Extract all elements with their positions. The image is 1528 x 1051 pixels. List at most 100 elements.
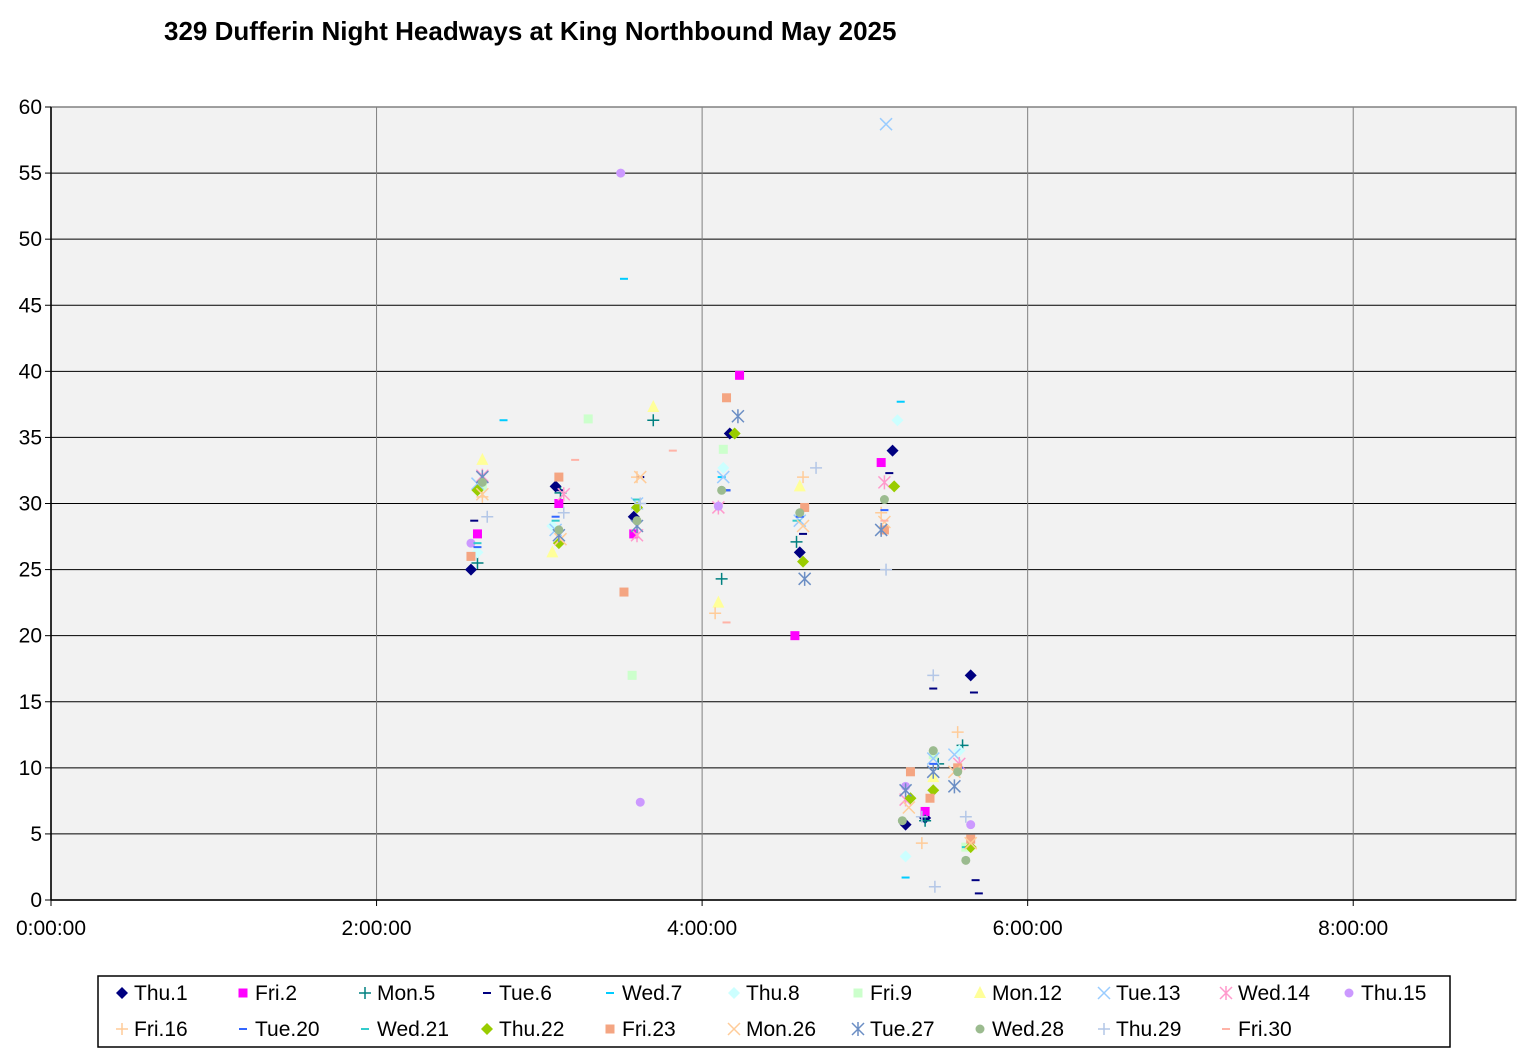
point-thu-22	[728, 427, 741, 440]
y-tick-label: 60	[19, 96, 42, 119]
point-thu-15	[466, 538, 476, 548]
point-thu-29	[810, 461, 823, 474]
point-thu-15	[713, 501, 723, 511]
point-mon-26	[553, 532, 568, 546]
legend-item-thu-15: Thu.15	[1344, 982, 1426, 1005]
legend-item-tue-13: Tue.13	[1097, 982, 1181, 1005]
point-wed-28	[961, 855, 971, 865]
legend-item-tue-27: Tue.27	[851, 1018, 935, 1041]
legend-marker	[851, 1022, 865, 1036]
legend-marker	[1098, 1023, 1110, 1035]
legend-item-thu-1: Thu.1	[116, 982, 188, 1005]
point-wed-28	[477, 477, 487, 487]
point-fri-23	[905, 767, 915, 777]
point-thu-22	[904, 792, 917, 805]
legend	[97, 975, 1451, 1048]
point-fri-2	[876, 458, 886, 468]
legend-label: Tue.6	[499, 982, 552, 1005]
legend-marker	[116, 1023, 128, 1035]
point-wed-28	[632, 516, 642, 526]
point-mon-26	[902, 800, 916, 815]
point-thu-8	[891, 414, 904, 427]
point-fri-9	[583, 414, 593, 424]
x-tick-label: 2:00:00	[342, 917, 412, 940]
legend-entries: Thu.1 Fri.2 Mon.5 Tue.6 Wed.7 Thu.8 Fri.9 Mon.1…	[116, 982, 1426, 1041]
point-fri-16	[951, 726, 964, 739]
legend-label: Thu.8	[746, 982, 800, 1005]
legend-label: Fri.2	[255, 982, 297, 1005]
point-tue-27	[731, 409, 745, 424]
legend-label: Thu.22	[499, 1018, 564, 1041]
legend-label: Mon.5	[377, 982, 435, 1005]
y-tick-label: 40	[19, 360, 42, 383]
point-mon-26	[475, 487, 489, 501]
point-thu-1	[886, 444, 899, 457]
point-wed-28	[897, 816, 907, 826]
legend-marker	[481, 1023, 493, 1035]
point-fri-23	[619, 587, 629, 597]
point-tue-13	[926, 752, 940, 766]
point-mon-5	[715, 572, 728, 585]
point-tue-27	[798, 571, 812, 586]
point-thu-15	[966, 820, 976, 830]
point-mon-26	[796, 519, 810, 533]
legend-item-mon-12: Mon.12	[974, 982, 1062, 1005]
legend-marker	[728, 987, 740, 999]
point-thu-29	[634, 497, 647, 510]
point-thu-15	[635, 797, 645, 807]
point-tue-27	[899, 783, 913, 798]
point-mon-5	[471, 556, 484, 569]
legend-label: Wed.14	[1238, 982, 1310, 1005]
legend-marker	[359, 987, 371, 999]
legend-item-thu-8: Thu.8	[728, 982, 800, 1005]
legend-item-fri-2: Fri.2	[238, 982, 297, 1005]
point-fri-16	[797, 471, 810, 484]
data-points	[464, 117, 983, 895]
point-thu-8	[899, 850, 912, 863]
point-tue-27	[926, 764, 940, 779]
y-tick-label: 20	[19, 625, 42, 648]
legend-item-mon-26: Mon.26	[727, 1018, 816, 1041]
legend-marker	[1097, 986, 1111, 1000]
point-fri-2	[629, 529, 639, 539]
point-thu-29	[557, 506, 570, 519]
point-thu-29	[928, 880, 941, 893]
legend-marker	[116, 987, 128, 999]
y-tick-label: 10	[19, 757, 42, 780]
y-tick-label: 50	[19, 228, 42, 251]
point-thu-1	[964, 669, 977, 682]
legend-item-wed-21: Wed.21	[361, 1018, 449, 1041]
gridlines	[51, 107, 1516, 900]
point-fri-9	[627, 670, 637, 680]
point-thu-8	[717, 461, 730, 474]
point-mon-26	[964, 836, 978, 850]
point-thu-1	[793, 546, 806, 559]
legend-item-mon-5: Mon.5	[359, 982, 435, 1005]
point-mon-12	[647, 400, 660, 413]
legend-marker	[605, 1024, 615, 1034]
point-wed-28	[928, 746, 938, 756]
x-tick-label: 0:00:00	[16, 917, 86, 940]
legend-label: Fri.16	[134, 1018, 188, 1041]
point-tue-27	[874, 522, 888, 537]
point-fri-16	[709, 607, 722, 620]
point-thu-29	[481, 510, 494, 523]
point-fri-16	[476, 490, 489, 503]
point-wed-28	[879, 495, 889, 505]
legend-marker	[1344, 988, 1354, 998]
legend-label: Tue.20	[255, 1018, 320, 1041]
legend-label: Fri.23	[622, 1018, 676, 1041]
point-wed-28	[953, 767, 963, 777]
legend-label: Tue.13	[1116, 982, 1181, 1005]
point-thu-29	[927, 669, 940, 682]
point-fri-9	[718, 444, 728, 454]
point-wed-28	[795, 508, 805, 518]
legend-item-wed-7: Wed.7	[606, 982, 682, 1005]
point-fri-2	[472, 529, 482, 539]
point-fri-23	[800, 502, 810, 512]
point-thu-22	[927, 784, 940, 797]
legend-marker	[853, 988, 863, 998]
legend-label: Mon.12	[992, 982, 1062, 1005]
chart-title: 329 Dufferin Night Headways at King Nort…	[164, 16, 896, 46]
legend-marker	[975, 1024, 985, 1034]
